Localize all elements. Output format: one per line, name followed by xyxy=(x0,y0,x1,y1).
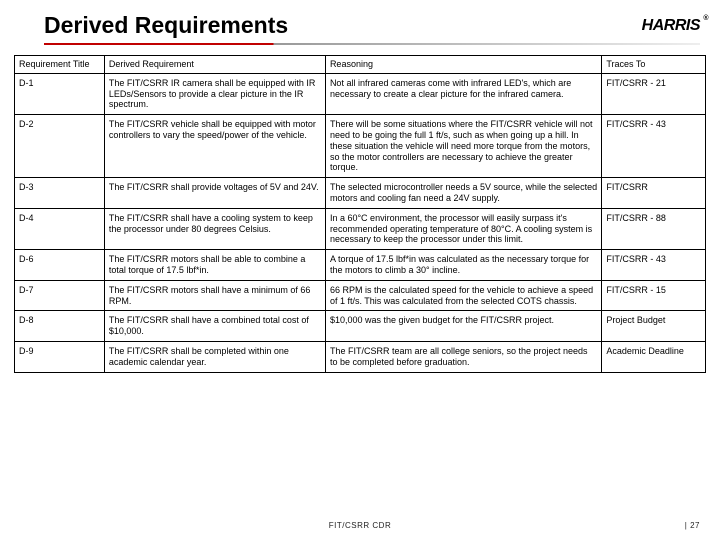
cell-reason: The selected microcontroller needs a 5V … xyxy=(325,178,601,209)
table-row: D-4The FIT/CSRR shall have a cooling sys… xyxy=(15,208,706,249)
table-row: D-2The FIT/CSRR vehicle shall be equippe… xyxy=(15,115,706,178)
cell-reason: In a 60°C environment, the processor wil… xyxy=(325,208,601,249)
cell-req: The FIT/CSRR IR camera shall be equipped… xyxy=(104,73,325,114)
cell-trace: FIT/CSRR - 43 xyxy=(602,250,706,281)
cell-trace: Project Budget xyxy=(602,311,706,342)
table-row: D-6The FIT/CSRR motors shall be able to … xyxy=(15,250,706,281)
footer-center: FIT/CSRR CDR xyxy=(329,521,391,530)
cell-trace: FIT/CSRR - 15 xyxy=(602,280,706,311)
cell-title: D-1 xyxy=(15,73,105,114)
header-rule xyxy=(44,43,700,45)
cell-reason: The FIT/CSRR team are all college senior… xyxy=(325,341,601,372)
table-row: D-7The FIT/CSRR motors shall have a mini… xyxy=(15,280,706,311)
requirements-table: Requirement Title Derived Requirement Re… xyxy=(14,55,706,373)
cell-trace: FIT/CSRR xyxy=(602,178,706,209)
cell-title: D-4 xyxy=(15,208,105,249)
cell-title: D-6 xyxy=(15,250,105,281)
harris-logo: HARRIS xyxy=(642,17,700,35)
table-header-row: Requirement Title Derived Requirement Re… xyxy=(15,56,706,74)
cell-req: The FIT/CSRR shall have a combined total… xyxy=(104,311,325,342)
page-title: Derived Requirements xyxy=(44,12,288,39)
cell-req: The FIT/CSRR motors shall be able to com… xyxy=(104,250,325,281)
col-derived-req: Derived Requirement xyxy=(104,56,325,74)
cell-req: The FIT/CSRR vehicle shall be equipped w… xyxy=(104,115,325,178)
cell-req: The FIT/CSRR shall have a cooling system… xyxy=(104,208,325,249)
cell-reason: $10,000 was the given budget for the FIT… xyxy=(325,311,601,342)
cell-title: D-8 xyxy=(15,311,105,342)
cell-reason: 66 RPM is the calculated speed for the v… xyxy=(325,280,601,311)
table-row: D-1The FIT/CSRR IR camera shall be equip… xyxy=(15,73,706,114)
cell-reason: Not all infrared cameras come with infra… xyxy=(325,73,601,114)
cell-reason: A torque of 17.5 lbf*in was calculated a… xyxy=(325,250,601,281)
footer-page: | 27 xyxy=(685,521,700,530)
table-row: D-9The FIT/CSRR shall be completed withi… xyxy=(15,341,706,372)
table-row: D-3The FIT/CSRR shall provide voltages o… xyxy=(15,178,706,209)
cell-reason: There will be some situations where the … xyxy=(325,115,601,178)
cell-title: D-7 xyxy=(15,280,105,311)
cell-req: The FIT/CSRR shall be completed within o… xyxy=(104,341,325,372)
cell-trace: Academic Deadline xyxy=(602,341,706,372)
footer: FIT/CSRR CDR | 27 xyxy=(14,530,706,532)
cell-trace: FIT/CSRR - 88 xyxy=(602,208,706,249)
cell-title: D-2 xyxy=(15,115,105,178)
col-reasoning: Reasoning xyxy=(325,56,601,74)
cell-trace: FIT/CSRR - 21 xyxy=(602,73,706,114)
table-row: D-8The FIT/CSRR shall have a combined to… xyxy=(15,311,706,342)
col-traces-to: Traces To xyxy=(602,56,706,74)
cell-title: D-9 xyxy=(15,341,105,372)
cell-trace: FIT/CSRR - 43 xyxy=(602,115,706,178)
cell-title: D-3 xyxy=(15,178,105,209)
cell-req: The FIT/CSRR shall provide voltages of 5… xyxy=(104,178,325,209)
cell-req: The FIT/CSRR motors shall have a minimum… xyxy=(104,280,325,311)
col-req-title: Requirement Title xyxy=(15,56,105,74)
